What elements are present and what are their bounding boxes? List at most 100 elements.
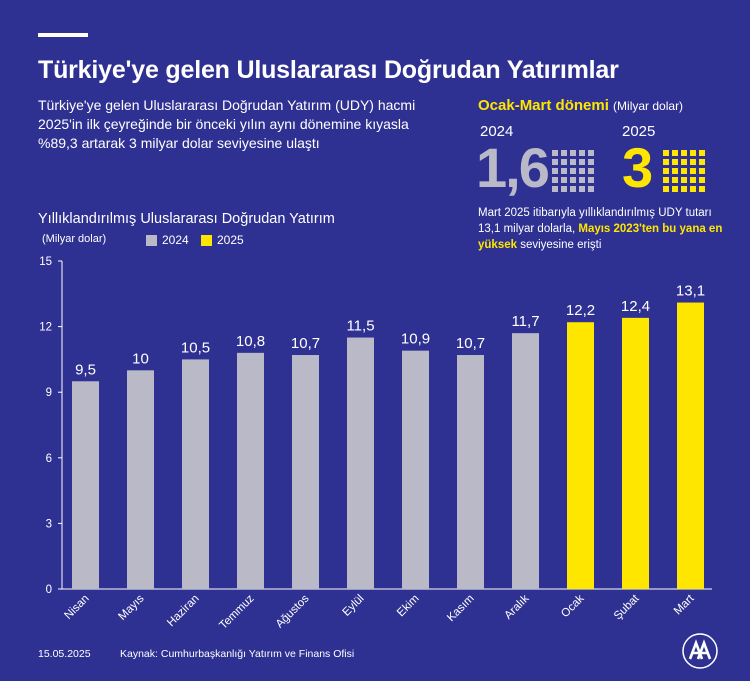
dot (672, 150, 678, 156)
dot (579, 159, 585, 165)
dot (579, 186, 585, 192)
bar-value-label: 12,2 (566, 302, 595, 319)
dot (699, 159, 705, 165)
chart-unit: (Milyar dolar) (42, 233, 107, 245)
year-2025-label: 2025 (622, 123, 656, 140)
dot (663, 177, 669, 183)
dot (561, 159, 567, 165)
dot (663, 168, 669, 174)
x-tick-label: Ekim (395, 593, 422, 620)
dot (561, 186, 567, 192)
dot (579, 168, 585, 174)
page-title: Türkiye'ye gelen Uluslararası Doğrudan Y… (38, 56, 619, 84)
highlight-title-text: Ocak-Mart dönemi (478, 97, 609, 114)
dot (672, 168, 678, 174)
bar-value-label: 10 (132, 350, 149, 367)
bar (237, 352, 264, 589)
dot (570, 159, 576, 165)
dot (690, 168, 696, 174)
bar-value-label: 11,5 (346, 318, 374, 335)
x-tick-label: Mayıs (116, 592, 146, 622)
footer-source: Kaynak: Cumhurbaşkanlığı Yatırım ve Fina… (120, 648, 355, 660)
dot (588, 186, 594, 192)
bar (127, 370, 154, 589)
highlight-unit: (Milyar dolar) (613, 99, 684, 113)
bar (512, 333, 539, 589)
bar-value-label: 10,7 (456, 335, 485, 352)
dot (690, 177, 696, 183)
dot (588, 150, 594, 156)
dot (570, 177, 576, 183)
legend-label-2025: 2025 (217, 233, 244, 247)
bar (292, 355, 319, 589)
legend-swatch-2024 (146, 234, 157, 246)
y-tick-label: 15 (39, 256, 52, 268)
bar-value-label: 11,7 (511, 313, 539, 330)
bar (402, 350, 429, 589)
legend-label-2024: 2024 (162, 233, 189, 247)
dot (699, 186, 705, 192)
dot (552, 150, 558, 156)
dot-grid-2024 (552, 150, 594, 192)
legend-item-2024: 2024 (146, 233, 189, 247)
legend-item-2025: 2025 (201, 233, 244, 247)
note-end: seviyesine erişti (517, 239, 602, 251)
bar-value-label: 10,8 (236, 333, 265, 350)
year-2024-label: 2024 (480, 123, 514, 140)
value-2025: 3 (622, 136, 653, 199)
x-tick-label: Temmuz (217, 592, 256, 631)
bar (567, 322, 594, 589)
x-tick-label: Mart (672, 592, 697, 617)
x-tick-label: Haziran (165, 593, 202, 630)
y-tick-label: 9 (46, 387, 52, 399)
dot (552, 159, 558, 165)
chart-title: Yıllıklandırılmış Uluslararası Doğrudan … (38, 211, 335, 227)
note-highlight: Mayıs 2023'ten bu yana en yüksek (478, 223, 723, 251)
dot (681, 168, 687, 174)
footer-date: 15.05.2025 (38, 648, 91, 660)
dot (690, 159, 696, 165)
dot (663, 186, 669, 192)
bar (622, 317, 649, 589)
x-tick-label: Şubat (612, 592, 642, 622)
y-tick-label: 6 (46, 453, 52, 465)
bar-value-label: 10,7 (291, 335, 320, 352)
dot (561, 177, 567, 183)
value-2024: 1,6 (476, 136, 550, 199)
dot (672, 159, 678, 165)
bar (677, 302, 704, 589)
dot (681, 177, 687, 183)
dot (699, 168, 705, 174)
dot (561, 168, 567, 174)
dot (663, 150, 669, 156)
dot (681, 150, 687, 156)
dot (681, 186, 687, 192)
bar-value-label: 12,4 (621, 298, 650, 315)
highlight-note: Mart 2025 itibarıyla yıllıklandırılmış U… (478, 205, 728, 253)
dot (588, 159, 594, 165)
x-tick-label: Eylül (341, 593, 367, 619)
highlight-title: Ocak-Mart dönemi (Milyar dolar) (478, 97, 683, 114)
legend-swatch-2025 (201, 234, 212, 246)
dot (570, 168, 576, 174)
y-tick-label: 0 (46, 584, 52, 596)
y-tick-label: 12 (39, 322, 52, 334)
bar (347, 337, 374, 589)
bar (457, 355, 484, 589)
dot (561, 150, 567, 156)
dot (588, 177, 594, 183)
dot (579, 150, 585, 156)
dot (681, 159, 687, 165)
bar-value-label: 9,5 (75, 361, 96, 378)
dot-grid-2025 (663, 150, 705, 192)
bar-value-label: 13,1 (676, 283, 705, 300)
dot (588, 168, 594, 174)
bar-value-label: 10,5 (181, 339, 210, 356)
top-rule (38, 33, 88, 37)
dot (690, 150, 696, 156)
dot (699, 150, 705, 156)
dot (690, 186, 696, 192)
dot (663, 159, 669, 165)
